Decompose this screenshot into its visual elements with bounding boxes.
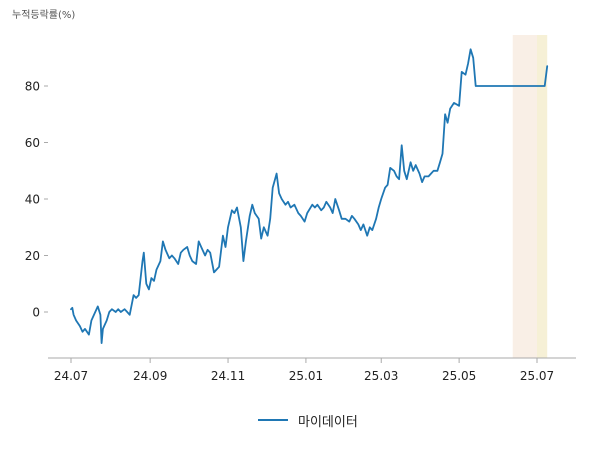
highlight-bands	[512, 35, 548, 358]
series-layer	[70, 48, 549, 345]
legend-line-swatch	[258, 419, 288, 421]
x-tick-label: 24.09	[133, 369, 167, 383]
y-axis-unit-label: 누적등락률(%)	[12, 10, 76, 21]
y-tick-label: 40	[25, 193, 40, 207]
series-line-1	[70, 48, 549, 345]
x-tick-label: 24.11	[211, 369, 245, 383]
x-tick-label: 24.07	[54, 369, 88, 383]
highlight-band-2	[537, 35, 548, 358]
y-axis-ticks: 0 20 40 60 80	[25, 80, 48, 320]
y-tick-label: 0	[32, 306, 40, 320]
y-tick-label: 80	[25, 80, 40, 94]
x-tick-label: 25.03	[364, 369, 398, 383]
y-tick-label: 60	[25, 136, 40, 150]
x-axis-ticks: 24.07 24.09 24.11 25.01 25.03 25.05 25.07	[54, 358, 554, 383]
x-tick-label: 25.05	[442, 369, 476, 383]
highlight-band-1	[512, 35, 537, 358]
x-tick-label: 25.01	[289, 369, 323, 383]
legend-series-label: 마이데이터	[298, 414, 358, 430]
y-tick-label: 20	[25, 249, 40, 263]
x-tick-label: 25.07	[520, 369, 554, 383]
legend: 마이데이터	[258, 410, 358, 430]
